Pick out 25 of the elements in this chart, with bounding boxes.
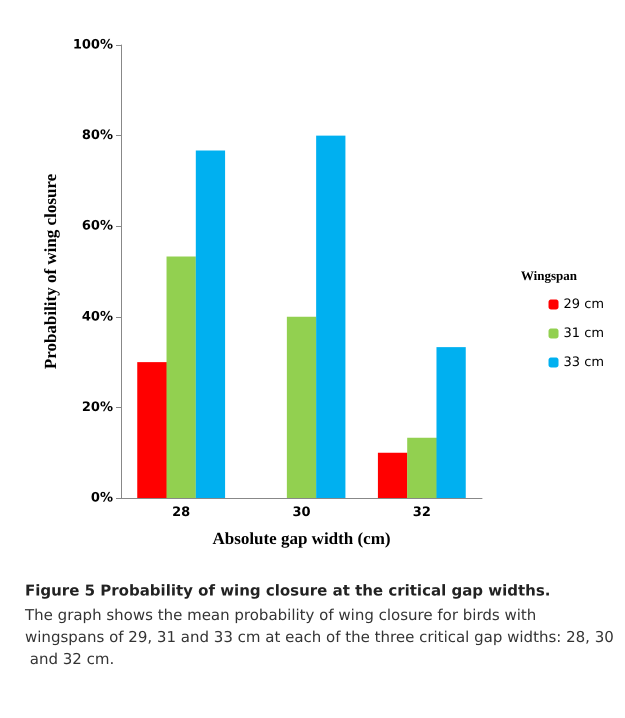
y-tick-label: 40% — [82, 309, 113, 324]
bar — [137, 362, 167, 498]
text: The graph shows the mean probability of wing closure for birds with wingspans of 29, 31 and 33 cm at each of the three critical gap widths: 28, 30 and 32 cm. — [24, 606, 614, 668]
legend-label: 33 cm — [564, 355, 604, 370]
y-tick-label: 0% — [90, 490, 113, 506]
text: Figure 5 Probability of wing closure at the critical gap widths. — [25, 582, 550, 600]
bar — [316, 136, 346, 498]
bar — [286, 316, 316, 498]
legend-label: 29 cm — [564, 297, 604, 312]
legend-label: 31 cm — [564, 326, 604, 341]
y-tick-label: 100% — [72, 38, 113, 52]
y-tick-label: 80% — [82, 128, 113, 144]
x-axis-title: Absolute gap width (cm) — [212, 529, 391, 548]
bar — [407, 438, 436, 498]
y-tick-label: 60% — [82, 218, 113, 234]
legend-title: Wingspan — [520, 268, 578, 283]
bar — [166, 256, 196, 498]
x-tick-label: 30 — [292, 505, 311, 520]
bar — [436, 347, 466, 498]
y-tick-label: 20% — [82, 400, 113, 415]
bar — [196, 150, 226, 498]
y-axis-title: Probability of wing closure — [41, 173, 60, 370]
x-tick-label: 28 — [172, 505, 190, 520]
x-tick-label: 32 — [412, 505, 431, 520]
bar — [378, 452, 408, 498]
